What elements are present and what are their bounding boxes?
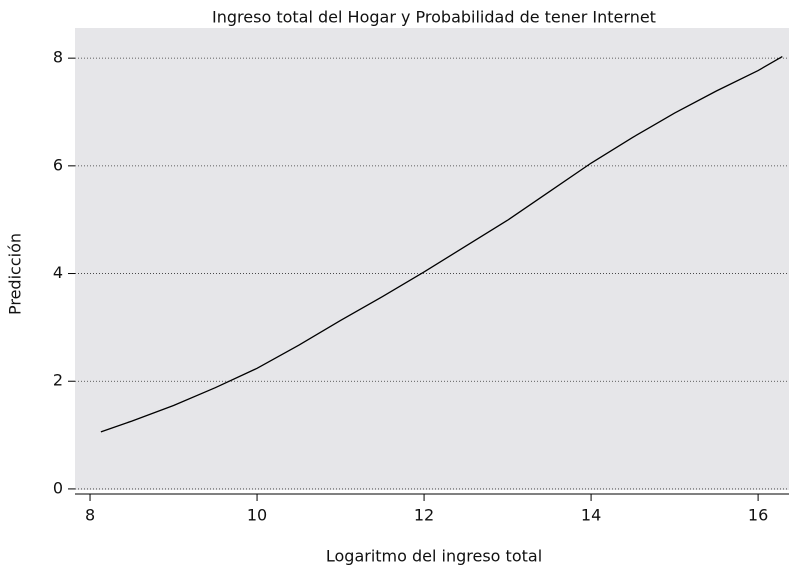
x-tick-label: 16 [748, 506, 768, 525]
y-tick-label: 8 [53, 48, 63, 67]
x-tick-label: 12 [414, 506, 434, 525]
line-series [100, 55, 783, 433]
chart-title: Ingreso total del Hogar y Probabilidad d… [212, 8, 656, 27]
y-tick-label: 4 [53, 263, 63, 282]
y-tick-label: 6 [53, 155, 63, 174]
plot-area [75, 28, 789, 490]
x-tick-label: 8 [85, 506, 95, 525]
y-axis-label: Predicción [6, 233, 25, 315]
y-tick-label: 2 [53, 371, 63, 390]
x-tick-label: 10 [247, 506, 267, 525]
x-axis-label: Logaritmo del ingreso total [326, 547, 542, 566]
x-tick-label: 14 [581, 506, 601, 525]
y-tick-label: 0 [53, 478, 63, 497]
